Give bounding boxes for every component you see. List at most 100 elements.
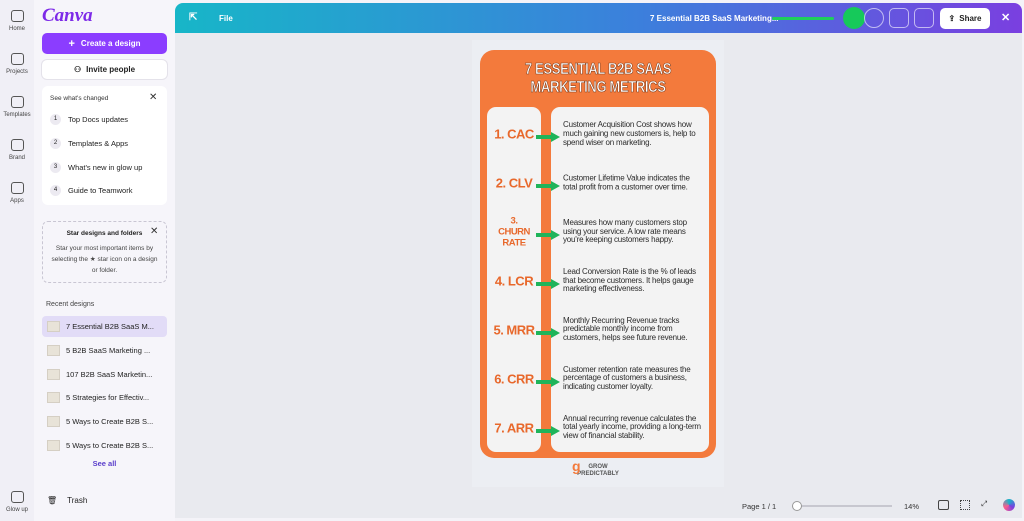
recent-title: Recent designs	[46, 301, 95, 308]
rail-icon	[10, 96, 24, 108]
metric-label: 7. ARR	[494, 420, 534, 436]
trash-label: Trash	[67, 496, 88, 505]
metric-row: 6. CRR Customer retention rate measures t…	[487, 354, 709, 403]
item-number: 4	[50, 185, 61, 196]
rail-icon	[10, 491, 24, 503]
metric-description: Annual recurring revenue calculates the …	[563, 413, 701, 440]
update-item[interactable]: 4 Guide to Teamwork	[50, 185, 132, 196]
item-label: Top Docs updates	[68, 115, 129, 124]
update-item[interactable]: 2 Templates & Apps	[50, 138, 128, 149]
arrow	[536, 276, 560, 294]
invite-icon: ⚇	[73, 65, 82, 74]
design-name: 5 Strategies for Effectiv...	[66, 393, 150, 403]
trash-link[interactable]: 🗑 Trash	[47, 496, 87, 505]
update-item[interactable]: 1 Top Docs updates	[50, 114, 128, 125]
insights-button[interactable]	[889, 8, 909, 28]
brand-line: GROW	[588, 464, 608, 470]
rail-item[interactable]: Apps	[0, 182, 34, 204]
zoom-slider[interactable]	[792, 505, 892, 507]
metric-row: 3. CHURN RATE Measures how many customers…	[487, 208, 709, 257]
invite-button[interactable]: ⚇ Invite people	[42, 60, 167, 79]
zoom-handle[interactable]	[792, 501, 802, 511]
infographic-title: 7 ESSENTIAL B2B SAAS	[524, 61, 672, 79]
rail-item[interactable]: Brand	[0, 139, 34, 161]
rail-label: Apps	[10, 198, 24, 204]
close-button[interactable]: ✕	[149, 92, 158, 103]
redaction	[772, 17, 834, 20]
design-name: 7 Essential B2B SaaS M...	[66, 322, 154, 331]
arrow	[536, 325, 560, 343]
design-name: 107 B2B SaaS Marketin...	[66, 369, 153, 379]
metric-label: 2. CLV	[495, 175, 533, 191]
share-button[interactable]: ⇪ Share	[940, 8, 990, 29]
share-icon: ⇪	[948, 14, 956, 23]
metric-label: 6. CRR	[494, 371, 534, 387]
metric-description: Customer Acquisition Cost shows how much…	[563, 120, 696, 147]
rail-label: Projects	[6, 69, 28, 75]
metric-description: Customer Lifetime Value indicates the to…	[563, 173, 690, 192]
recent-design[interactable]: 5 Ways to Create B2B S...	[42, 411, 167, 432]
brand-logo: g GROW PREDICTABLY	[472, 458, 724, 478]
update-item[interactable]: 3 What's new in glow up	[50, 162, 142, 173]
arrow	[536, 178, 560, 196]
help-button[interactable]	[1003, 499, 1015, 511]
comment-button[interactable]	[914, 8, 934, 28]
metric-description: Measures how many customers stop using y…	[563, 218, 687, 245]
recent-design[interactable]: 5 B2B SaaS Marketing ...	[42, 340, 167, 361]
invite-label: Invite people	[86, 65, 136, 74]
see-all-link[interactable]: See all	[92, 459, 117, 468]
create-button[interactable]: + Create a design	[42, 33, 167, 54]
star-text: Star your most important items by select…	[51, 245, 158, 274]
design-page: 7 ESSENTIAL B2B SAAS MARKETING METRICS 1…	[472, 40, 724, 487]
canvas: 7 ESSENTIAL B2B SAAS MARKETING METRICS 1…	[175, 33, 1022, 518]
recent-design[interactable]: 5 Strategies for Effectiv...	[42, 387, 167, 408]
metric-row: 5. MRR Monthly Recurring Revenue tracks p…	[487, 305, 709, 354]
metric-row: 1. CAC Customer Acquisition Cost shows ho…	[487, 110, 709, 159]
arrow	[536, 374, 560, 392]
rail-item[interactable]: Home	[0, 10, 34, 32]
design-thumbnail	[47, 392, 60, 404]
rail-item[interactable]: Projects	[0, 53, 34, 75]
item-number: 2	[50, 138, 61, 149]
add-button[interactable]	[864, 8, 884, 28]
arrow-path	[536, 181, 560, 192]
item-label: Guide to Teamwork	[68, 186, 133, 195]
avatar[interactable]	[843, 7, 865, 29]
back-icon[interactable]: ⇱	[189, 12, 198, 23]
rail-label: Glow up	[5, 507, 28, 513]
notes-button[interactable]	[938, 500, 949, 510]
metric-row: 2. CLV Customer Lifetime Value indicates …	[487, 159, 709, 208]
zoom-level[interactable]: 14%	[904, 502, 920, 511]
fullscreen-button[interactable]: ⤢	[981, 499, 987, 508]
rail-item[interactable]: Glow up	[0, 491, 34, 513]
arrow-shape	[536, 181, 560, 192]
page-indicator: Page 1 / 1	[742, 502, 777, 511]
close-button[interactable]: ✕	[1001, 12, 1011, 24]
arrow-shape	[536, 327, 560, 338]
close-button[interactable]: ✕	[150, 226, 159, 237]
design-name: 5 Ways to Create B2B S...	[66, 441, 154, 450]
logo[interactable]: Canva	[42, 5, 93, 26]
recent-design[interactable]: 7 Essential B2B SaaS M...	[42, 316, 167, 337]
recent-design[interactable]: 107 B2B SaaS Marketin...	[42, 364, 167, 385]
rail-item[interactable]: Templates	[0, 96, 34, 118]
brand-mark: g	[572, 458, 581, 474]
arrow-shape	[536, 279, 560, 289]
item-label: What's new in glow up	[68, 163, 143, 172]
metric-row: 4. LCR Lead Conversion Rate is the % of l…	[487, 257, 709, 306]
rail-label: Templates	[3, 112, 31, 118]
description-column	[551, 107, 709, 452]
file-menu[interactable]: File	[219, 14, 233, 23]
grid-view-button[interactable]	[960, 500, 970, 510]
design-title[interactable]: 7 Essential B2B SaaS Marketing...	[650, 14, 779, 23]
plus-icon: +	[68, 37, 75, 50]
metric-description: Customer retention rate measures the per…	[563, 364, 691, 392]
arrow-path	[536, 376, 560, 387]
infographic-title: MARKETING METRICS	[530, 79, 666, 97]
metric-description: Lead Conversion Rate is the % of leads t…	[563, 267, 696, 294]
share-label: Share	[959, 14, 982, 23]
recent-design[interactable]: 5 Ways to Create B2B S...	[42, 435, 167, 456]
design-thumbnail	[47, 416, 60, 428]
arrow-path	[536, 279, 560, 289]
metric-label: 1. CAC	[494, 126, 534, 142]
